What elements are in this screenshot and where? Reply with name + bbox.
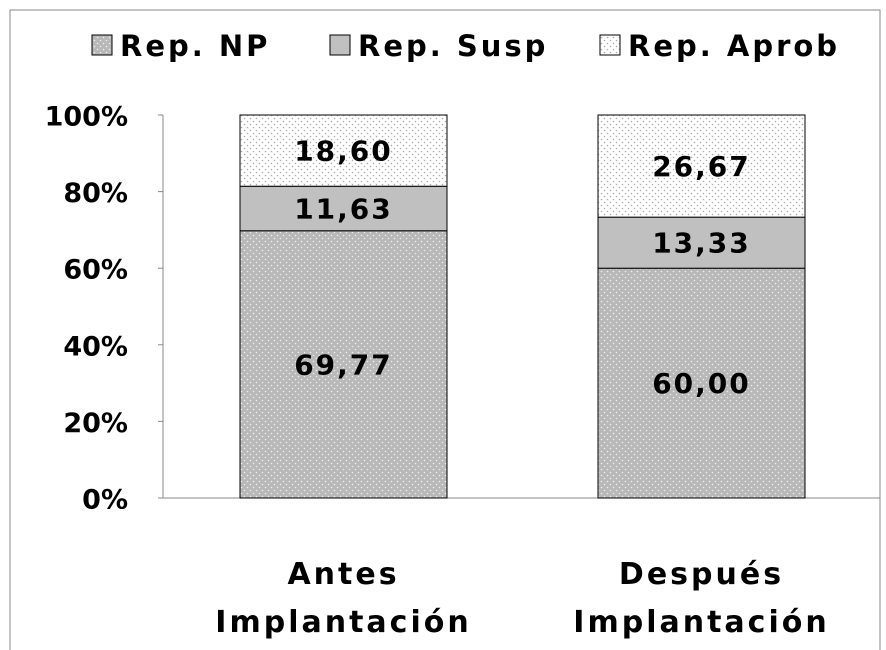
legend-label: Rep. Susp bbox=[358, 29, 548, 63]
bar-segment bbox=[597, 267, 806, 499]
data-label: 18,60 bbox=[294, 135, 393, 168]
x-tick-label: Antes Implantación bbox=[215, 557, 471, 640]
y-tick-label: 0% bbox=[82, 485, 128, 516]
bar-segment bbox=[239, 230, 448, 499]
y-tick-label: 100% bbox=[45, 102, 128, 133]
y-tick-label: 20% bbox=[63, 408, 128, 439]
data-label: 69,77 bbox=[294, 348, 393, 381]
legend-swatch bbox=[329, 34, 351, 56]
data-label: 26,67 bbox=[652, 150, 751, 183]
bar-segment bbox=[239, 114, 448, 187]
legend-swatch bbox=[91, 34, 113, 56]
y-tick-label: 60% bbox=[63, 255, 128, 286]
legend-label: Rep. NP bbox=[120, 29, 270, 63]
data-label: 13,33 bbox=[652, 227, 751, 260]
data-label: 60,00 bbox=[652, 367, 751, 400]
y-tick-label: 80% bbox=[63, 178, 128, 209]
legend-label: Rep. Aprob bbox=[628, 29, 840, 63]
data-label: 11,63 bbox=[294, 193, 393, 226]
legend-swatch bbox=[599, 34, 621, 56]
y-tick-label: 40% bbox=[63, 331, 128, 362]
bar-segment bbox=[597, 114, 806, 218]
x-tick-label: Después Implantación bbox=[573, 557, 829, 640]
bar-segment bbox=[597, 216, 806, 269]
